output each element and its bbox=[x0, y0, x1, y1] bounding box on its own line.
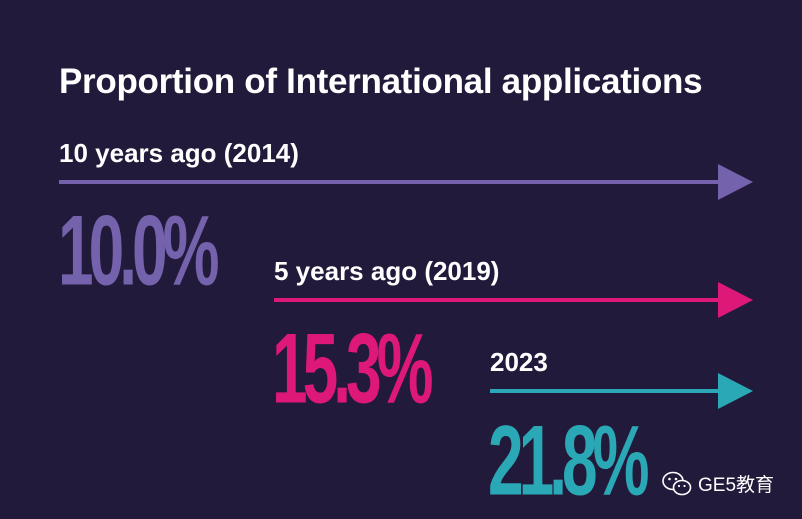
label-2019: 5 years ago (2019) bbox=[274, 256, 500, 286]
value-2019: 15.3% bbox=[272, 312, 433, 425]
value-2014: 10.0% bbox=[58, 194, 219, 307]
label-2014: 10 years ago (2014) bbox=[59, 138, 299, 168]
arrow-2019 bbox=[274, 282, 753, 318]
watermark-text: GE5教育 bbox=[698, 475, 775, 496]
value-2023: 21.8% bbox=[488, 404, 649, 517]
arrow-2014 bbox=[59, 164, 753, 200]
label-2023: 2023 bbox=[490, 347, 548, 377]
wechat-icon bbox=[662, 471, 692, 495]
watermark: GE5教育 bbox=[662, 470, 774, 497]
arrow-2023 bbox=[490, 373, 753, 409]
chart-title: Proportion of International applications bbox=[59, 62, 703, 101]
